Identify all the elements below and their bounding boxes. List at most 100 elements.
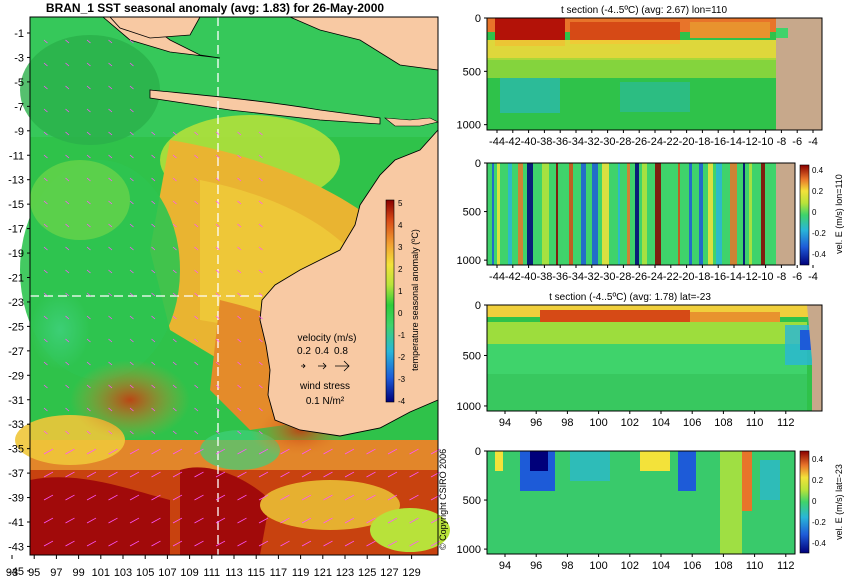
section-x-tick-label: 108 [714, 560, 732, 572]
copyright-text: © Copyright CSIRO 2006 [438, 449, 448, 550]
section-x-tick-label: -4 [808, 136, 818, 148]
wind-arrow [301, 471, 312, 478]
wind-arrow [86, 517, 97, 524]
velocity-stripe [497, 163, 500, 265]
wind-arrow [65, 39, 70, 44]
wind-arrow [194, 448, 204, 455]
wind-arrow [172, 540, 183, 547]
wind-arrow [151, 154, 156, 159]
wind-arrow [43, 108, 48, 113]
wind-arrow [86, 246, 91, 251]
wind-arrow [108, 108, 113, 113]
wind-arrow [86, 384, 91, 389]
map-x-tick-label: 129 [402, 567, 420, 579]
section3-title: t section (-4..5ºC) (avg: 1.78) lat=-23 [549, 292, 711, 303]
wind-arrow [65, 407, 70, 412]
wind-arrow [215, 471, 226, 478]
wind-arrow [151, 471, 161, 478]
wind-arrow [65, 200, 70, 205]
wind-arrow [387, 448, 398, 455]
wind-arrow [129, 39, 134, 44]
wind-arrow [65, 246, 70, 251]
wind-arrow [172, 315, 177, 320]
wind-arrow [194, 338, 199, 343]
velocity-key-value-1: 0.2 [297, 346, 311, 357]
wind-arrow [237, 223, 242, 228]
section-x-tick-label: -42 [505, 136, 521, 148]
wind-arrow [151, 223, 156, 228]
wind-arrow [172, 471, 183, 478]
temp-colorbar-tick: 1 [398, 287, 403, 296]
velocity-stripe [678, 163, 680, 265]
wind-arrow [215, 407, 220, 412]
wind-arrow [172, 292, 177, 297]
temp-colorbar-tick: -4 [398, 397, 406, 406]
wind-arrow [194, 246, 199, 251]
wind-arrow [151, 361, 156, 366]
wind-arrow [215, 269, 220, 274]
wind-arrow [323, 494, 333, 501]
section-x-tick-label: -38 [536, 271, 552, 283]
section-x-tick-label: -8 [777, 271, 787, 283]
velocity-stripe [655, 163, 661, 265]
wind-arrow [194, 430, 199, 435]
section-y-tick-label: 1000 [457, 255, 481, 267]
wind-arrow [387, 517, 398, 524]
wind-arrow [151, 407, 156, 412]
section-x-tick-label: 96 [530, 560, 542, 572]
wind-arrow [86, 39, 91, 44]
map-y-tick-label: -13 [8, 175, 24, 187]
wind-arrow [172, 200, 177, 205]
wind-arrow [108, 246, 113, 251]
wind-arrow [43, 246, 48, 251]
wind-arrow [108, 517, 118, 524]
wind-arrow [108, 338, 113, 343]
wind-arrow [86, 338, 91, 343]
velocity-stripe [592, 163, 598, 265]
wind-arrow [43, 471, 54, 478]
map-y-tick-label: -3 [14, 52, 24, 64]
wind-arrow [43, 361, 48, 366]
wind-arrow [258, 471, 269, 478]
wind-arrow [65, 517, 75, 524]
section-x-tick-label: -32 [584, 136, 600, 148]
section-x-tick-label: 98 [561, 560, 573, 572]
section-x-tick-label: 100 [589, 560, 607, 572]
map-x-tick-label: 103 [114, 567, 132, 579]
wind-arrow [86, 85, 91, 90]
section1-panel [486, 17, 823, 131]
vel-colorbar-tick: -0.4 [812, 250, 826, 259]
map-panel [15, 16, 450, 556]
velocity-stripe [508, 163, 512, 265]
temp-colorbar-tick: 5 [398, 199, 403, 208]
section-x-tick-label: -38 [536, 136, 552, 148]
section-x-tick-label: -14 [726, 136, 742, 148]
section-y-tick-label: 500 [463, 207, 481, 219]
wind-arrow [43, 85, 48, 90]
wind-arrow [129, 246, 134, 251]
map-y-tick-label: -45 [8, 566, 24, 578]
wind-arrow [366, 540, 376, 547]
wind-arrow [43, 430, 48, 435]
map-y-tick-label: -33 [8, 419, 24, 431]
vel-colorbar-tick: -0.2 [812, 229, 826, 238]
map-y-tick-label: -27 [8, 346, 24, 358]
wind-arrow [258, 315, 263, 320]
map-x-tick-label: 115 [247, 567, 265, 579]
temp-colorbar-tick: 0 [398, 309, 403, 318]
map-x-tick-label: 105 [136, 567, 154, 579]
wind-arrow [108, 384, 113, 389]
vel-colorbar-tick: 0.4 [812, 166, 824, 175]
wind-arrow [237, 430, 242, 435]
wind-arrow [237, 407, 242, 412]
wind-arrow [43, 131, 48, 136]
section-x-tick-label: -22 [663, 271, 679, 283]
vel-colorbar-1-label: vel. E (m/s) lon=110 [834, 174, 844, 254]
wind-arrow [323, 471, 333, 478]
section-x-tick-label: -6 [792, 271, 802, 283]
wind-arrow [65, 315, 70, 320]
wind-arrow [43, 200, 48, 205]
wind-arrow [151, 315, 156, 320]
wind-arrow [129, 517, 140, 524]
section-x-tick-label: -20 [679, 271, 695, 283]
